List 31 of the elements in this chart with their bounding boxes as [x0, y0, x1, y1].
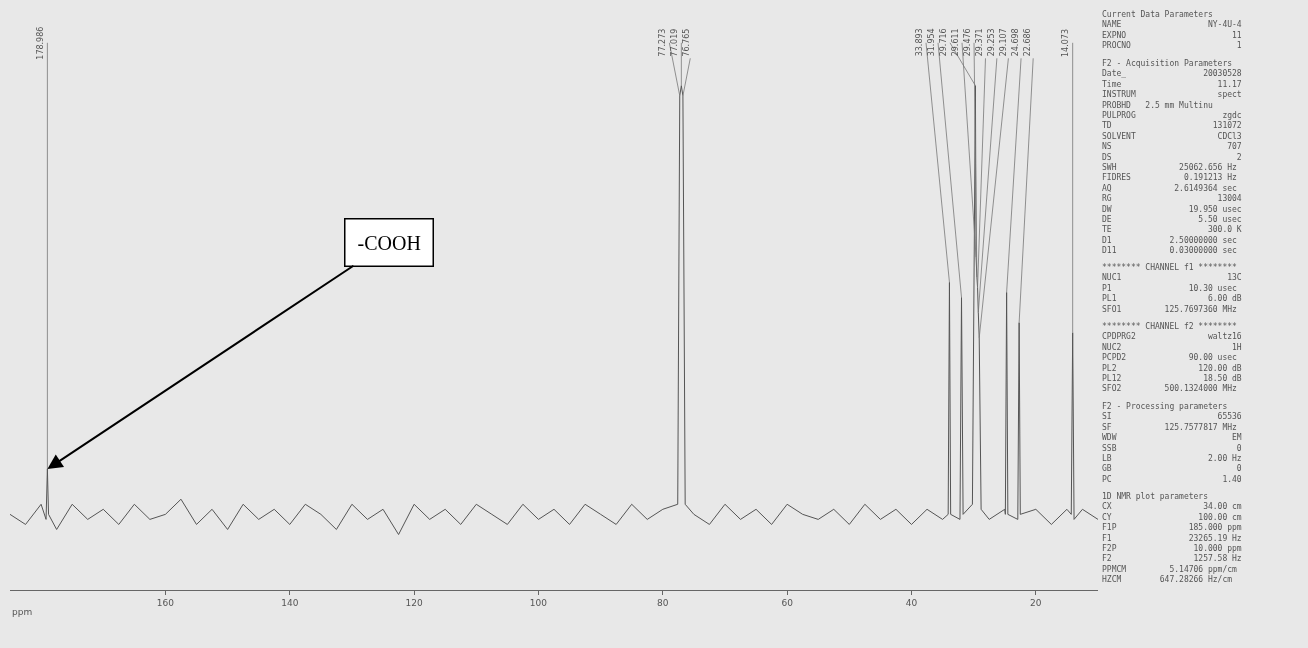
annotation: 33.893 — [914, 28, 924, 57]
x-tick-label: 40 — [905, 597, 918, 608]
x-tick-label: 140 — [281, 597, 299, 608]
x-tick-label: 100 — [529, 597, 548, 608]
annotation: 29.611 — [950, 28, 960, 57]
text: Current Data Parameters NAME NY-4U-4 EXPNO 11 PROCNO 1 — [1102, 10, 1242, 51]
text: ******** CHANNEL f2 ******** CPDPRG2 waltz16 NUC2 1H PCPD2 90.00 usec PL2 120.00 dB PL12 18.50 dB SFO2 500.1324000 MHz — [1102, 322, 1242, 394]
text: 1D NMR plot parameters CX 34.00 cm CY 100.00 cm F1P 185.000 ppm F1 23265.19 Hz F2P 10.000 ppm F2 1257.58 Hz PPMCM 5.14706 ppm/cm HZCM 647.28266 Hz/cm — [1102, 492, 1242, 585]
annotation: 76.765 — [682, 28, 692, 57]
annotation: 77.273 — [658, 28, 668, 57]
annotation: -COOH — [357, 231, 421, 254]
x-tick-label: 160 — [156, 597, 175, 608]
annotation: 31.954 — [926, 28, 936, 57]
annotation: 29.371 — [974, 28, 984, 57]
annotation: 22.686 — [1022, 28, 1032, 57]
text: F2 - Processing parameters SI 65536 SF 125.7577817 MHz WDW EM SSB 0 LB 2.00 Hz GB 0 PC 1.40 — [1102, 402, 1242, 484]
x-tick-label: 20 — [1030, 597, 1042, 608]
annotation: 14.073 — [1061, 29, 1071, 57]
x-tick-label: 80 — [657, 597, 669, 608]
annotation: 29.716 — [938, 28, 948, 57]
annotation: 178.986 — [36, 26, 46, 60]
text: F2 - Acquisition Parameters Date_ 20030528 Time 11.17 INSTRUM spect PROBHD 2.5 mm Multinu PULPROG zgdc TD 131072 SOLVENT CDCl3 NS 707 DS 2 SWH 25062.656 Hz FIDRES 0.191213 Hz AQ 2.6149364 sec RG 13004 DW 19.950 usec DE 5.50 usec TE 300.0 K D1 2.50000000 sec D11 0.03000000 sec — [1102, 59, 1242, 256]
annotation: 29.107 — [998, 28, 1008, 57]
text: ******** CHANNEL f1 ******** NUC1 13C P1 10.30 usec PL1 6.00 dB SFO1 125.7697360 MHz — [1102, 263, 1242, 314]
x-tick-label: 120 — [405, 597, 423, 608]
annotation: 77.019 — [670, 28, 680, 57]
x-axis-title: ppm — [12, 607, 33, 617]
annotation: 29.476 — [962, 28, 972, 57]
x-tick-label: 60 — [781, 597, 794, 608]
annotation: 24.698 — [1010, 28, 1020, 57]
annotation: 29.253 — [986, 28, 996, 57]
